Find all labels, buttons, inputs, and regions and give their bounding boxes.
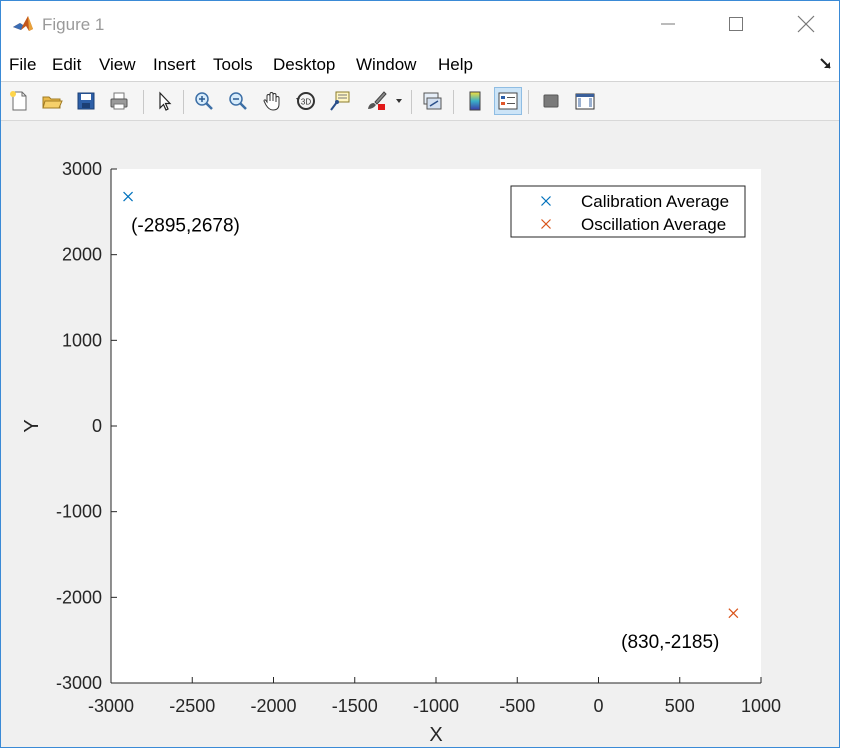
toolbar-separator [183, 90, 184, 114]
scatter-plot[interactable]: -3000 -2500 -2000 -1500 -1000 -500 0 500 1000 30… [1, 121, 840, 748]
y-tick-label: 2000 [62, 245, 102, 265]
edit-plot-button[interactable] [150, 87, 178, 115]
legend-entry[interactable]: Calibration Average [541, 192, 730, 211]
y-tick-label: -1000 [56, 502, 102, 522]
figure-canvas[interactable]: -3000 -2500 -2000 -1500 -1000 -500 0 500 1000 30… [1, 121, 839, 747]
point-annotations: (-2895,2678) (830,-2185) [131, 216, 719, 654]
menu-desktop[interactable]: Desktop [273, 55, 336, 74]
chevron-down-icon [396, 99, 402, 103]
zoom-out-button[interactable] [224, 87, 252, 115]
maximize-icon [729, 17, 743, 31]
edit-plot-cursor-icon [159, 91, 172, 111]
y-axis-label: Y [21, 419, 43, 432]
x-axis-label: X [429, 724, 442, 746]
legend-label: Oscillation Average [581, 215, 726, 234]
matlab-icon [12, 13, 34, 35]
save-button[interactable] [72, 87, 100, 115]
x-tick-label: -500 [499, 696, 535, 716]
insert-colorbar-button[interactable] [461, 87, 489, 115]
menu-bar: File Edit View Insert Tools Desktop Wind… [1, 47, 839, 82]
hide-plot-tools-icon [543, 94, 559, 108]
print-icon [110, 92, 128, 110]
window-title: Figure 1 [42, 15, 105, 34]
print-button[interactable] [105, 87, 133, 115]
x-tick-label: -2000 [250, 696, 296, 716]
show-plot-tools-icon [575, 93, 595, 110]
new-figure-button[interactable] [5, 87, 33, 115]
menu-insert[interactable]: Insert [153, 55, 196, 74]
pan-button[interactable] [258, 87, 286, 115]
menu-edit[interactable]: Edit [52, 55, 82, 74]
y-tick-label: 0 [92, 416, 102, 436]
x-tick-label: 500 [665, 696, 695, 716]
data-point-calibration[interactable] [123, 191, 133, 202]
close-button[interactable] [771, 1, 839, 47]
svg-text:3D: 3D [301, 98, 311, 107]
hide-plot-tools-button[interactable] [537, 87, 565, 115]
y-tick-label: 3000 [62, 159, 102, 179]
rotate-3d-icon: 3D [296, 92, 315, 110]
brush-button[interactable] [362, 87, 390, 115]
y-axis-ticks: 3000 2000 1000 0 -1000 -2000 -3000 [56, 159, 117, 693]
minimize-button[interactable] [633, 1, 703, 47]
legend[interactable]: Calibration Average Oscillation Average [510, 185, 746, 238]
menu-view[interactable]: View [99, 55, 136, 74]
data-points [123, 191, 739, 619]
dock-figure-icon[interactable] [819, 57, 833, 71]
show-plot-tools-button[interactable] [571, 87, 599, 115]
x-tick-label: 1000 [741, 696, 781, 716]
toolbar-separator [143, 90, 144, 114]
close-icon [797, 15, 815, 33]
brush-icon [368, 91, 387, 110]
insert-colorbar-icon [469, 91, 481, 111]
plot-axes[interactable] [111, 169, 761, 683]
legend-label: Calibration Average [581, 192, 729, 211]
new-figure-icon [10, 91, 27, 111]
point-annotation: (-2895,2678) [131, 216, 240, 237]
x-tick-label: -1000 [413, 696, 459, 716]
point-annotation: (830,-2185) [621, 632, 719, 653]
menu-help[interactable]: Help [438, 55, 473, 74]
menu-window[interactable]: Window [356, 55, 417, 74]
open-file-button[interactable] [38, 87, 66, 115]
insert-legend-button[interactable] [494, 87, 522, 115]
toolbar-separator [411, 90, 412, 114]
menu-tools[interactable]: Tools [213, 55, 253, 74]
toolbar-separator [528, 90, 529, 114]
zoom-in-icon [195, 92, 213, 110]
minimize-icon [661, 23, 675, 25]
toolbar-separator [453, 90, 454, 114]
insert-legend-icon [498, 92, 518, 110]
save-icon [77, 92, 95, 110]
menu-file[interactable]: File [9, 55, 37, 74]
brush-dropdown-button[interactable] [392, 87, 406, 115]
maximize-button[interactable] [701, 1, 771, 47]
link-plot-icon [423, 92, 442, 110]
link-plot-button[interactable] [418, 87, 446, 115]
pan-hand-icon [263, 91, 280, 111]
x-tick-label: -3000 [88, 696, 134, 716]
zoom-out-icon [229, 92, 247, 110]
y-tick-label: 1000 [62, 330, 102, 350]
data-cursor-icon [330, 91, 350, 111]
y-tick-label: -3000 [56, 673, 102, 693]
y-tick-label: -2000 [56, 587, 102, 607]
x-tick-label: -2500 [169, 696, 215, 716]
zoom-in-button[interactable] [190, 87, 218, 115]
x-axis-ticks: -3000 -2500 -2000 -1500 -1000 -500 0 500 1000 [88, 677, 781, 716]
x-tick-label: -1500 [332, 696, 378, 716]
legend-entry[interactable]: Oscillation Average [541, 215, 727, 234]
x-tick-label: 0 [593, 696, 603, 716]
title-bar[interactable]: Figure 1 [1, 1, 839, 47]
rotate-3d-button[interactable]: 3D [292, 87, 320, 115]
open-file-icon [42, 96, 63, 109]
data-cursor-button[interactable] [326, 87, 354, 115]
data-point-oscillation[interactable] [728, 608, 739, 619]
figure-toolbar: 3D [1, 82, 839, 121]
